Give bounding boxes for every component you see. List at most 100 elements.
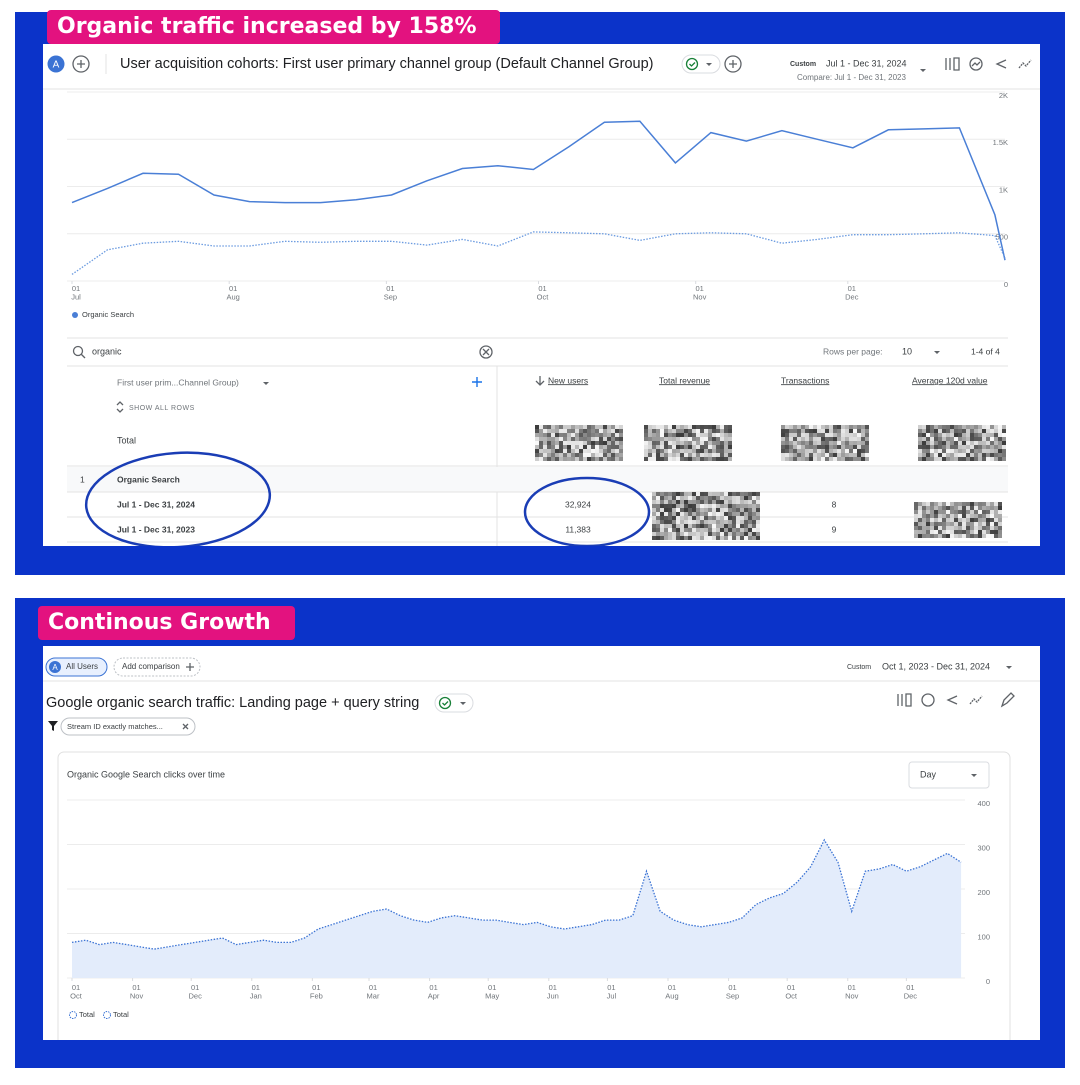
remove-filter[interactable]	[182, 723, 189, 730]
pixel	[547, 433, 551, 437]
status-chip[interactable]	[681, 54, 721, 74]
pixel	[740, 528, 744, 532]
pixel	[716, 453, 720, 457]
row-label: Jul 1 - Dec 31, 2023	[117, 524, 195, 534]
add-dimension[interactable]	[472, 377, 482, 387]
pixel	[732, 536, 736, 540]
pixel	[934, 510, 938, 514]
pixel	[849, 437, 853, 441]
hand-circle	[84, 451, 272, 546]
rows-per-page[interactable]: 10	[902, 346, 912, 356]
date-range[interactable]: Oct 1, 2023 - Dec 31, 2024	[882, 661, 990, 671]
pixel	[966, 506, 970, 510]
pixel	[680, 512, 684, 516]
pixel	[668, 429, 672, 433]
pixel	[982, 526, 986, 530]
pixel	[547, 445, 551, 449]
pixel	[934, 502, 938, 506]
label-line: 01	[229, 284, 237, 293]
share-icon[interactable]	[946, 695, 958, 705]
pixel	[728, 437, 732, 441]
pixel	[756, 504, 760, 508]
edit-icon[interactable]	[1000, 692, 1015, 708]
pixel	[946, 453, 950, 457]
pixel	[785, 445, 789, 449]
trend-icon[interactable]	[969, 695, 983, 705]
pixel	[809, 457, 813, 461]
pixel	[962, 425, 966, 429]
pixel	[716, 508, 720, 512]
pixel	[914, 510, 918, 514]
pixel	[539, 441, 543, 445]
pixel	[603, 433, 607, 437]
pixel	[978, 514, 982, 518]
pixel	[857, 433, 861, 437]
pixel	[732, 512, 736, 516]
pixel	[990, 425, 994, 429]
pixel	[732, 508, 736, 512]
label-line: 01	[312, 983, 320, 992]
add-button[interactable]	[72, 55, 90, 73]
screenshot	[43, 44, 1040, 546]
date-mode: Custom	[847, 664, 871, 671]
segment-name: All Users	[66, 662, 98, 671]
filter-chip[interactable]	[60, 717, 196, 736]
insights-icon[interactable]	[969, 57, 983, 71]
search-input[interactable]: organic	[92, 346, 122, 356]
pixel	[672, 425, 676, 429]
insights-icon[interactable]	[921, 693, 935, 707]
pixel	[926, 514, 930, 518]
pixel	[966, 522, 970, 526]
pixel	[696, 457, 700, 461]
column-header[interactable]: Total revenue	[659, 375, 710, 385]
pixel	[914, 518, 918, 522]
label-line: 01	[848, 284, 856, 293]
pixel	[918, 518, 922, 522]
share-icon[interactable]	[995, 59, 1007, 69]
add-comparison-chip[interactable]	[113, 657, 201, 677]
pixel	[684, 433, 688, 437]
column-header[interactable]: First user prim...Channel Group)	[117, 377, 239, 387]
pixel	[720, 449, 724, 453]
pixel	[680, 449, 684, 453]
column-header[interactable]: Average 120d value	[912, 375, 988, 385]
clear-button[interactable]	[479, 345, 493, 359]
pixel	[563, 453, 567, 457]
add-button[interactable]	[724, 55, 742, 73]
pixel	[716, 457, 720, 461]
pixel	[720, 532, 724, 536]
pixel	[958, 514, 962, 518]
pixel	[656, 516, 660, 520]
pixel	[829, 453, 833, 457]
pixel	[994, 453, 998, 457]
pixel	[950, 437, 954, 441]
pixel	[708, 453, 712, 457]
column-header[interactable]: Transactions	[781, 375, 829, 385]
pixel	[583, 445, 587, 449]
segment-chip[interactable]	[45, 657, 108, 677]
show-all-rows[interactable]: SHOW ALL ROWS	[129, 405, 195, 412]
pixel	[962, 522, 966, 526]
pixel	[962, 437, 966, 441]
compare-range: Compare: Jul 1 - Dec 31, 2023	[797, 73, 906, 82]
pixel	[660, 504, 664, 508]
trend-icon[interactable]	[1018, 59, 1032, 69]
pixel	[583, 457, 587, 461]
pixel	[740, 512, 744, 516]
granularity-select[interactable]	[908, 761, 990, 789]
pixel	[982, 437, 986, 441]
pixel	[704, 457, 708, 461]
compare-icon[interactable]	[945, 57, 960, 71]
compare-icon[interactable]	[897, 693, 912, 707]
column-header[interactable]: New users	[548, 375, 588, 385]
avatar[interactable]	[47, 55, 65, 73]
pixel	[853, 437, 857, 441]
date-range[interactable]: Jul 1 - Dec 31, 2024	[826, 58, 907, 68]
label-line: Nov	[130, 992, 144, 1001]
status-chip[interactable]	[434, 693, 474, 713]
pixel	[539, 453, 543, 457]
pixel	[551, 437, 555, 441]
y-tick-label: 400	[977, 799, 990, 808]
pixel	[587, 441, 591, 445]
pixel	[660, 528, 664, 532]
